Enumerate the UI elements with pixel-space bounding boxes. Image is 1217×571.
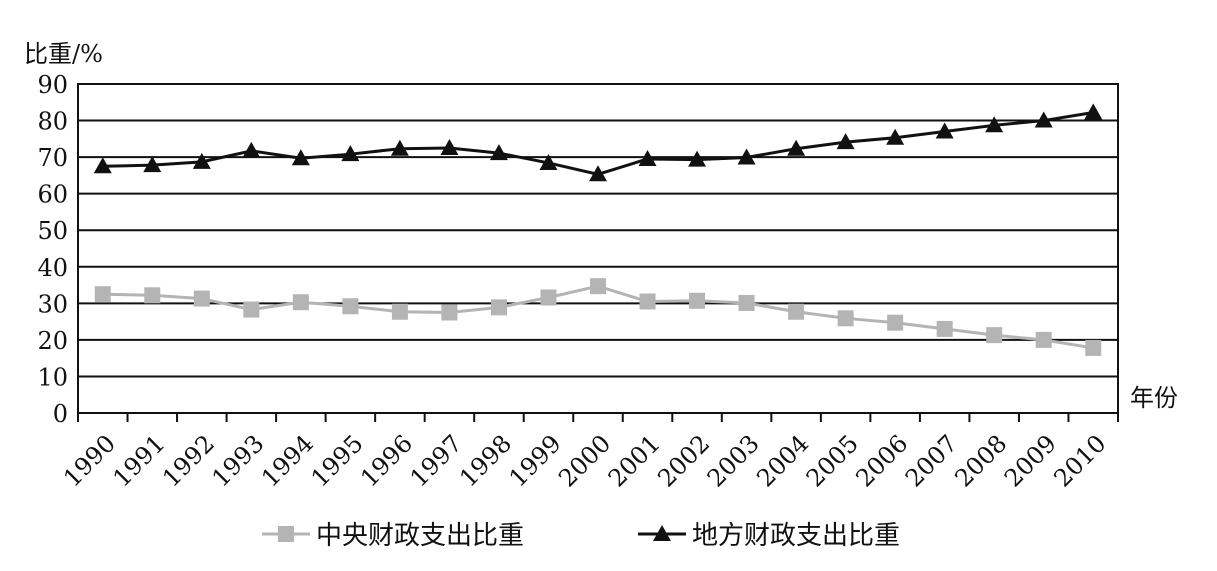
x-tick-label: 2006 [850,429,913,492]
legend-label: 地方财政支出比重 [692,521,900,551]
y-tick-label: 50 [37,217,68,245]
x-tick-label: 2001 [603,429,666,492]
data-point [590,278,606,295]
x-axis-ticks: 1990199119921993199419951996199719981999… [58,413,1119,492]
x-tick-label: 1991 [108,429,171,492]
y-tick-label: 30 [37,290,68,318]
data-point [985,116,1004,133]
plot-area-frame [77,83,1119,414]
legend-label: 中央财政支出比重 [316,521,524,551]
data-point [391,303,408,320]
data-point [886,128,905,145]
data-point [836,133,855,150]
data-point [1084,103,1103,120]
data-point [93,157,112,174]
data-point [738,294,755,311]
data-point [94,286,111,303]
data-point [390,139,409,156]
legend-marker [653,525,671,541]
data-point [887,314,904,331]
x-tick-label: 1995 [306,429,369,492]
data-point [837,310,854,327]
data-point [737,148,756,165]
legend-marker [278,526,294,542]
x-tick-label: 2008 [949,429,1012,492]
data-point [688,150,707,167]
data-point [935,122,954,139]
data-point [638,149,657,166]
data-point [589,165,607,182]
series-1 [94,278,1102,356]
x-tick-label: 1999 [504,429,567,492]
x-tick-label: 1997 [405,429,468,492]
data-point [639,293,656,310]
data-point [788,303,805,320]
data-point [193,290,210,307]
y-tick-label: 70 [37,144,68,172]
x-tick-label: 1993 [207,429,270,492]
data-point [1034,111,1053,128]
data-point [986,327,1003,344]
x-tick-label: 1990 [58,429,121,492]
series-layer [93,103,1103,356]
data-point [342,298,359,315]
gridlines [78,119,1118,378]
data-point [440,138,459,155]
x-tick-label: 2002 [652,429,715,492]
data-point [192,152,211,169]
series-2 [93,103,1103,182]
data-point [143,156,162,173]
legend: 中央财政支出比重 地方财政支出比重 [262,521,900,551]
x-tick-label: 2000 [553,429,616,492]
data-point [292,294,309,311]
data-point [787,139,806,156]
data-point [489,144,508,161]
x-tick-label: 2010 [1048,429,1111,492]
data-point [490,299,507,316]
x-tick-label: 2005 [801,429,864,492]
y-axis-title: 比重/% [24,40,103,68]
y-axis-ticks: 0 10 20 30 40 50 60 70 80 90 [37,71,68,428]
y-tick-label: 40 [37,254,68,282]
y-tick-label: 90 [37,71,68,99]
data-point [1035,331,1052,348]
y-tick-label: 60 [37,181,68,209]
data-point [242,141,261,158]
x-tick-label: 2004 [751,429,814,492]
data-point [441,304,458,321]
legend-item-2: 地方财政支出比重 [638,521,900,551]
y-tick-label: 80 [37,108,68,136]
y-tick-label: 20 [37,327,68,355]
legend-item-1: 中央财政支出比重 [262,521,524,551]
data-point [689,292,706,309]
x-tick-label: 1994 [256,429,319,492]
data-point [539,153,558,170]
x-tick-label: 1998 [454,429,517,492]
x-axis-title: 年份 [1130,384,1178,412]
x-tick-label: 1996 [355,429,418,492]
data-point [1085,339,1102,356]
data-point [144,287,161,304]
x-tick-label: 1992 [157,429,220,492]
y-tick-label: 0 [53,400,68,428]
data-point [291,149,310,166]
x-tick-label: 2003 [702,429,765,492]
data-point [341,145,360,162]
x-tick-label: 2007 [900,429,963,492]
x-tick-label: 2009 [999,429,1062,492]
y-tick-label: 10 [37,363,68,391]
data-point [540,289,557,306]
data-point [936,320,953,337]
data-point [243,301,260,318]
